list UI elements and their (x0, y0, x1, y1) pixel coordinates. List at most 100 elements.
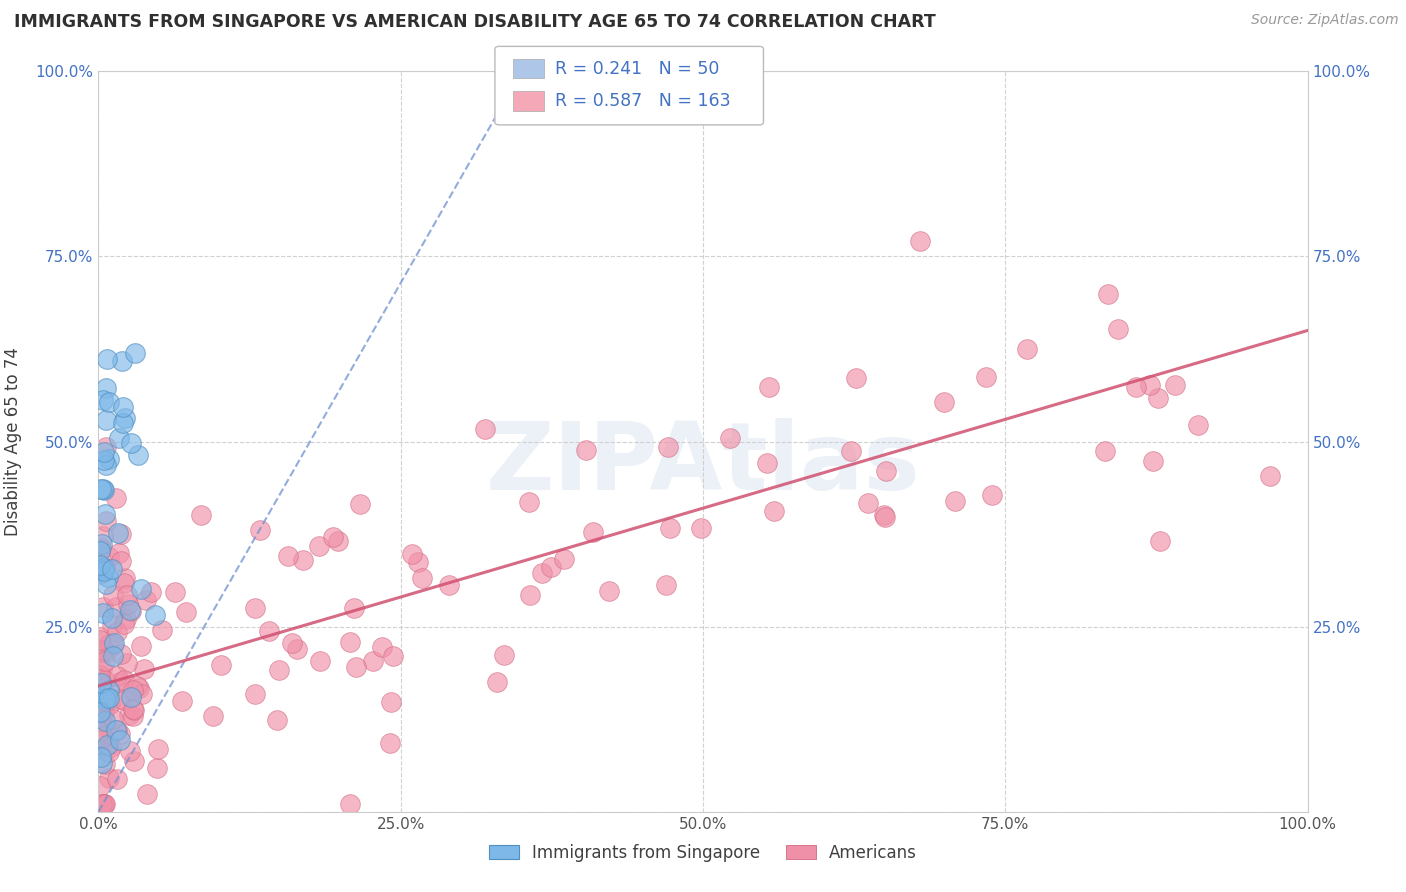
Point (94, 654, 117, 668)
Point (108, 431, 131, 445)
Point (94, 691, 117, 706)
Point (135, 593, 157, 607)
Point (486, 674, 509, 689)
Point (343, 600, 366, 615)
Text: Source: ZipAtlas.com: Source: ZipAtlas.com (1251, 13, 1399, 28)
Point (245, 687, 267, 701)
Point (111, 353, 134, 368)
Point (108, 727, 131, 741)
Point (758, 380, 780, 394)
Point (91, 529, 114, 543)
Point (1139, 377, 1161, 392)
Point (107, 526, 129, 541)
Point (97, 570, 120, 584)
Point (94, 507, 117, 521)
Point (209, 658, 232, 673)
Text: R = 0.587   N = 163: R = 0.587 N = 163 (555, 92, 731, 110)
Point (94, 797, 117, 812)
Point (96, 691, 118, 706)
Point (89, 633, 111, 648)
Point (110, 554, 132, 568)
Point (108, 675, 131, 690)
Point (101, 562, 124, 576)
Point (120, 436, 142, 450)
Point (437, 578, 460, 592)
Point (980, 488, 1002, 502)
Point (112, 673, 135, 687)
Point (97, 771, 120, 785)
Point (120, 690, 142, 705)
Point (98, 395, 121, 409)
Point (114, 571, 136, 585)
Y-axis label: Disability Age 65 to 74: Disability Age 65 to 74 (4, 347, 21, 536)
Point (146, 761, 169, 775)
Point (1258, 468, 1281, 483)
Point (89, 672, 111, 686)
Point (135, 787, 157, 801)
Point (96, 645, 118, 659)
Point (94, 514, 117, 528)
Point (1142, 454, 1164, 468)
Point (89, 566, 111, 581)
Point (118, 707, 141, 722)
Point (91, 731, 114, 745)
Point (322, 530, 344, 544)
Point (108, 732, 131, 747)
Point (655, 577, 678, 591)
Point (90, 644, 112, 658)
Point (110, 647, 132, 661)
Point (89, 714, 111, 728)
Point (100, 740, 122, 755)
Point (132, 662, 155, 676)
Point (845, 371, 868, 385)
Point (125, 679, 148, 693)
Point (910, 234, 932, 248)
Point (104, 491, 127, 505)
Point (93, 445, 115, 459)
Point (91, 662, 114, 676)
Point (122, 754, 145, 768)
Point (277, 549, 299, 563)
Point (89, 779, 111, 793)
Point (90, 482, 112, 496)
Point (91, 606, 114, 620)
Point (89, 706, 111, 720)
Point (381, 648, 404, 663)
Point (285, 642, 308, 657)
Point (281, 636, 304, 650)
Point (98, 682, 121, 697)
Point (1107, 322, 1129, 336)
Point (100, 610, 122, 624)
Point (97, 637, 120, 651)
Point (93, 797, 115, 812)
Point (97, 549, 120, 564)
Point (201, 709, 224, 723)
Point (93, 561, 115, 575)
Point (121, 683, 143, 698)
Point (1149, 534, 1171, 549)
Point (94, 577, 117, 591)
Point (89, 699, 111, 714)
Point (96, 458, 118, 472)
Point (474, 422, 496, 436)
Point (1164, 377, 1187, 392)
Point (108, 692, 131, 706)
Point (105, 669, 128, 683)
Point (89, 562, 111, 576)
Text: R = 0.241   N = 50: R = 0.241 N = 50 (555, 60, 720, 78)
Point (756, 456, 779, 470)
Point (129, 639, 152, 653)
Text: ZIPAtlas: ZIPAtlas (485, 417, 921, 509)
Point (93, 564, 115, 578)
Point (1094, 444, 1116, 458)
Point (93, 643, 115, 657)
Point (98, 738, 121, 752)
Point (411, 571, 433, 585)
Point (104, 723, 127, 737)
Point (122, 703, 145, 717)
Point (90, 541, 112, 556)
Point (128, 681, 150, 695)
Point (103, 712, 125, 726)
Point (657, 440, 679, 454)
Point (371, 640, 394, 655)
